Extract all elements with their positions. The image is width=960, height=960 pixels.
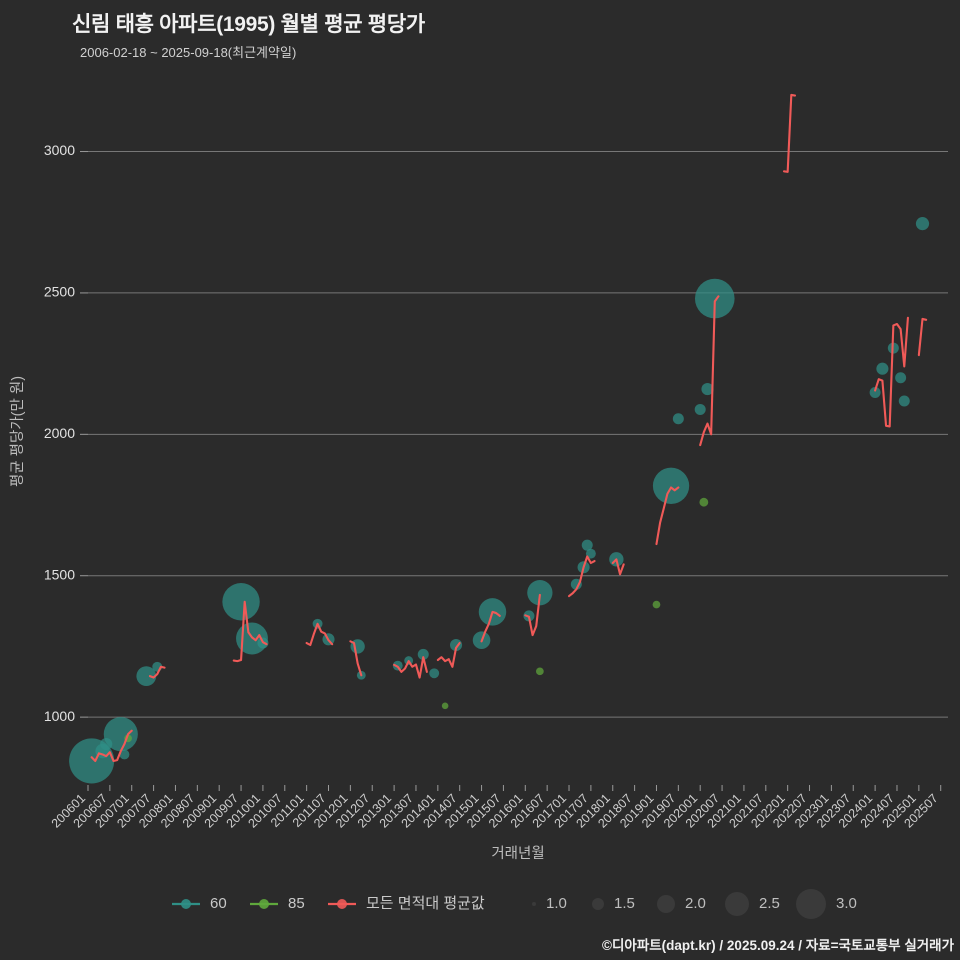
- chart-title: 신림 태흥 아파트(1995) 월별 평균 평당가: [72, 13, 425, 36]
- y-axis-tick-label: 3000: [44, 142, 75, 158]
- chart-footer: ©디아파트(dapt.kr) / 2025.09.24 / 자료=국토교통부 실…: [602, 938, 954, 953]
- data-point: [222, 583, 260, 621]
- data-point: [119, 749, 130, 760]
- line-path-segment: [436, 641, 461, 668]
- scatter-series-60: [69, 217, 930, 784]
- data-point: [536, 667, 544, 676]
- data-point: [699, 497, 709, 507]
- data-point: [581, 539, 593, 551]
- y-axis-tick-label: 2500: [44, 284, 75, 300]
- line-path-segment: [782, 93, 796, 173]
- data-point: [876, 362, 889, 375]
- size-legend-label: 2.5: [759, 895, 780, 912]
- size-legend-marker: [796, 889, 826, 919]
- line-path-segment: [305, 622, 334, 647]
- line-path-segment: [917, 317, 928, 357]
- data-point: [652, 467, 690, 504]
- legend: 60 85 모든 면적대 평균값: [172, 895, 485, 912]
- size-legend-marker: [725, 892, 749, 916]
- line-path-segment: [524, 593, 541, 637]
- legend-item-85[interactable]: 85: [250, 895, 305, 912]
- line-path-segment: [874, 316, 909, 428]
- gridlines: 1000 1500 2000 2500 3000: [44, 142, 948, 724]
- legend-marker-icon: [337, 899, 347, 909]
- data-point: [915, 217, 930, 231]
- y-axis-title: 평균 평당가(만 원): [9, 376, 26, 487]
- chart-subtitle: 2006-02-18 ~ 2025-09-18(최근계약일): [80, 45, 297, 60]
- data-point: [585, 548, 596, 559]
- y-axis-tick-label: 2000: [44, 425, 75, 441]
- size-legend-marker: [657, 895, 675, 913]
- line-path-segment: [480, 610, 501, 643]
- data-point: [652, 600, 661, 609]
- data-point: [694, 403, 706, 415]
- legend-label: 모든 면적대 평균값: [366, 895, 485, 912]
- line-series-모든 면적대 평균값: [90, 93, 928, 763]
- line-path-segment: [393, 656, 428, 679]
- y-axis-tick-label: 1500: [44, 566, 75, 582]
- line-path-segment: [349, 640, 363, 677]
- size-legend-label: 1.5: [614, 895, 635, 912]
- legend-label: 60: [210, 895, 227, 912]
- data-point: [441, 702, 449, 710]
- legend-label: 85: [288, 895, 305, 912]
- x-axis-title: 거래년월: [491, 845, 544, 862]
- size-legend-label: 1.0: [546, 895, 567, 912]
- legend-marker-icon: [181, 899, 191, 909]
- scatter-series-85: [124, 497, 709, 743]
- data-point: [429, 668, 440, 679]
- size-legend-label: 3.0: [836, 895, 857, 912]
- data-point: [869, 386, 881, 398]
- legend-marker-icon: [259, 899, 269, 909]
- data-point: [898, 395, 910, 407]
- data-point: [895, 372, 907, 384]
- legend-item-60[interactable]: 60: [172, 895, 227, 912]
- data-point: [103, 717, 138, 752]
- line-path-segment: [90, 729, 133, 763]
- y-axis-tick-label: 1000: [44, 708, 75, 724]
- size-legend-marker: [592, 898, 604, 910]
- line-path-segment: [611, 558, 625, 576]
- data-point: [417, 648, 429, 660]
- line-path-segment: [232, 600, 268, 663]
- line-path-segment: [567, 555, 596, 598]
- size-legend-marker: [532, 902, 536, 906]
- data-point: [450, 638, 463, 652]
- line-path-segment: [699, 295, 720, 447]
- x-axis-ticks: 2006012006072007012007072008012008072009…: [49, 785, 942, 831]
- data-point: [694, 278, 735, 319]
- legend-item-모든 면적대 평균값[interactable]: 모든 면적대 평균값: [328, 895, 485, 912]
- size-legend: 1.0 1.5 2.0 2.5 3.0: [532, 889, 857, 919]
- line-path-segment: [148, 665, 166, 679]
- line-path-segment: [655, 486, 680, 546]
- size-legend-label: 2.0: [685, 895, 706, 912]
- data-point: [701, 383, 714, 396]
- data-point: [136, 666, 157, 687]
- data-point: [672, 413, 684, 425]
- data-point: [527, 580, 553, 606]
